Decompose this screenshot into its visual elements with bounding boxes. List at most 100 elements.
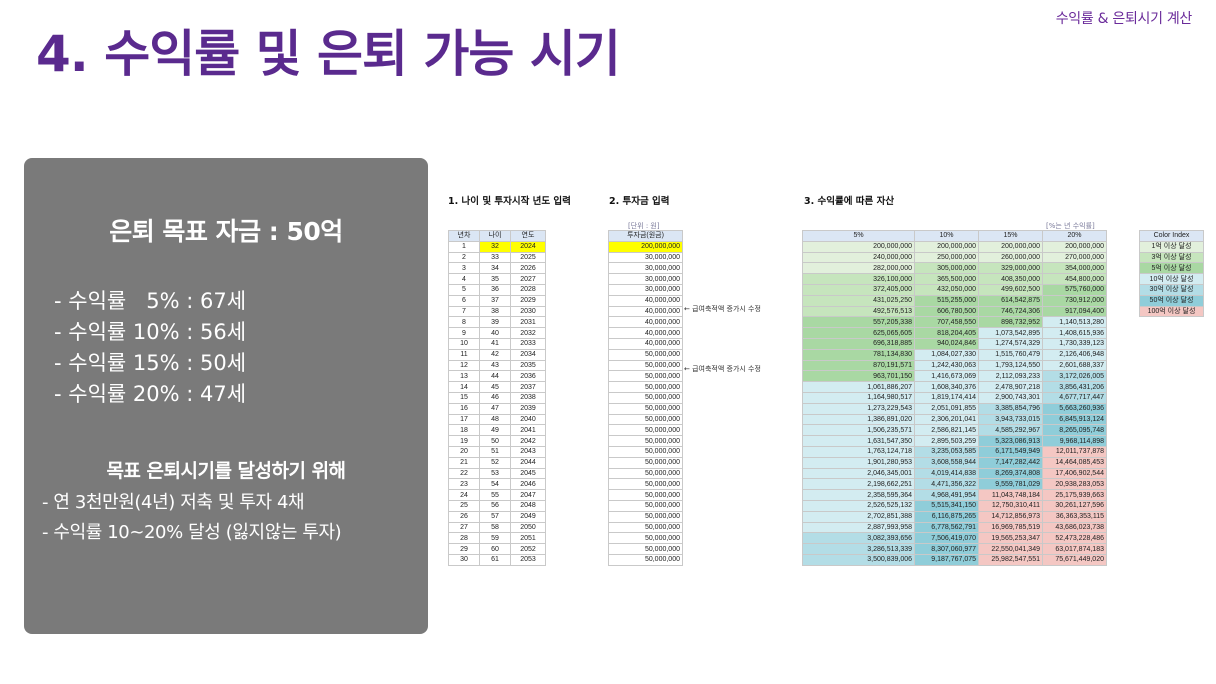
column-header: 15% xyxy=(978,230,1043,242)
table-cell: 39 xyxy=(479,316,511,329)
table-cell: 55 xyxy=(479,489,511,501)
table-cell: 1,084,027,330 xyxy=(914,348,979,361)
table-row: 282,000,000 305,000,000 329,000,000 354,000… xyxy=(802,262,1107,275)
table-row: 200,000,000 200,000,000 200,000,000 200,000… xyxy=(802,240,1107,253)
table-cell: 22 xyxy=(448,467,480,480)
table-row: 28 59 2051 xyxy=(448,532,546,545)
table-cell: 707,458,550 xyxy=(914,316,979,329)
table-row: 30,000,000 xyxy=(608,273,683,285)
legend-row: 50억 이상 달성 xyxy=(1139,294,1204,307)
table-cell: 2,198,662,251 xyxy=(802,478,915,491)
table-cell: 40,000,000 xyxy=(608,305,683,318)
table-cell: 2,900,743,301 xyxy=(978,391,1043,404)
table-cell: 2,112,093,233 xyxy=(978,370,1043,383)
table-row: 13 44 2036 xyxy=(448,370,546,383)
table-row: 15 46 2038 xyxy=(448,391,546,404)
table-cell: 38 xyxy=(479,305,511,318)
table-cell: 2046 xyxy=(510,478,546,491)
table-cell: 3,286,513,339 xyxy=(802,543,915,555)
table-cell: 75,671,449,020 xyxy=(1042,553,1107,566)
table-cell: 8,307,060,977 xyxy=(914,543,979,555)
table-cell: 2,478,907,218 xyxy=(978,381,1043,393)
table-cell: 454,800,000 xyxy=(1042,273,1107,285)
table-cell: 54 xyxy=(479,478,511,491)
column-header: 년차 xyxy=(448,230,480,242)
legend-item: 10억 이상 달성 xyxy=(1139,273,1204,285)
achieve-title: 목표 은퇴시기를 달성하기 위해 xyxy=(106,460,346,482)
table-cell: 2027 xyxy=(510,273,546,285)
table-row: 24 55 2047 xyxy=(448,489,546,501)
table-cell: 50,000,000 xyxy=(608,424,683,437)
table-cell: 614,542,875 xyxy=(978,294,1043,307)
legend-item: 3억 이상 달성 xyxy=(1139,251,1204,264)
table-row: 29 60 2052 xyxy=(448,543,546,555)
table-row: 40,000,000 xyxy=(608,294,683,307)
rate-item: - 수익률 5% : 67세 xyxy=(54,289,247,313)
table-row: 50,000,000 xyxy=(608,521,683,534)
table-cell: 2042 xyxy=(510,435,546,447)
table-row: 10 41 2033 xyxy=(448,337,546,350)
table-row: 50,000,000 xyxy=(608,532,683,545)
header-tag: 수익률 & 은퇴시기 계산 xyxy=(1055,11,1193,27)
page-title: 4. 수익률 및 은퇴 가능 시기 xyxy=(36,25,621,83)
investment-table: 투자금(원금) 200,000,000 30,000,000 30,000,000 3… xyxy=(608,230,683,566)
table-cell: 7,506,419,070 xyxy=(914,532,979,545)
asset-table: 5% 10% 15% 20% 200,000,000 200,000,000 200… xyxy=(802,230,1107,566)
table-cell: 44 xyxy=(479,370,511,383)
table-row: 2,198,662,251 4,471,356,322 9,559,781,029 2… xyxy=(802,478,1107,491)
column-header: 20% xyxy=(1042,230,1107,242)
table-cell: 35 xyxy=(479,273,511,285)
table-cell: 43,686,023,738 xyxy=(1042,521,1107,534)
table-cell: 2024 xyxy=(510,240,546,253)
table-cell: 50,000,000 xyxy=(608,348,683,361)
table-cell: 52,473,228,486 xyxy=(1042,532,1107,545)
table-cell: 49 xyxy=(479,424,511,437)
legend-item: 1억 이상 달성 xyxy=(1139,240,1204,253)
table-row: 6 37 2029 xyxy=(448,294,546,307)
table-cell: 2,526,525,132 xyxy=(802,499,915,512)
table-cell: 50,000,000 xyxy=(608,413,683,426)
table-cell: 2037 xyxy=(510,381,546,393)
table-row: 40,000,000 xyxy=(608,316,683,329)
table-row: 40,000,000 xyxy=(608,327,683,339)
table-cell: 14,712,856,973 xyxy=(978,510,1043,523)
table-cell: 27 xyxy=(448,521,480,534)
table-cell: 4,585,292,967 xyxy=(978,424,1043,437)
table-cell: 9,968,114,898 xyxy=(1042,435,1107,447)
table-row: 12 43 2035 xyxy=(448,359,546,372)
table-row: 5 36 2028 xyxy=(448,283,546,296)
table-cell: 1,608,340,376 xyxy=(914,381,979,393)
table-cell: 2,895,503,259 xyxy=(914,435,979,447)
table-row: 50,000,000 xyxy=(608,381,683,393)
achieve-item: - 수익률 10~20% 달성 (잃지않는 투자) xyxy=(42,522,342,543)
table-cell: 2,702,851,388 xyxy=(802,510,915,523)
table-cell: 7,147,282,442 xyxy=(978,456,1043,469)
table-row: 50,000,000 xyxy=(608,489,683,501)
table-row: 23 54 2046 xyxy=(448,478,546,491)
table-cell: 50,000,000 xyxy=(608,435,683,447)
table-row: 3 34 2026 xyxy=(448,262,546,275)
table-row: 16 47 2039 xyxy=(448,402,546,415)
table-cell: 11 xyxy=(448,348,480,361)
table-cell: 1,140,513,280 xyxy=(1042,316,1107,329)
table-cell: 326,100,000 xyxy=(802,273,915,285)
table-cell: 2026 xyxy=(510,262,546,275)
section2-title: 2. 투자금 입력 xyxy=(609,196,670,207)
table-cell: 43 xyxy=(479,359,511,372)
table-cell: 4 xyxy=(448,273,480,285)
table-cell: 2047 xyxy=(510,489,546,501)
table-cell: 6,778,562,791 xyxy=(914,521,979,534)
column-header: 투자금(원금) xyxy=(608,230,683,242)
table-row: 1,763,124,718 3,235,053,585 6,171,549,949 1… xyxy=(802,445,1107,458)
table-row: 50,000,000 xyxy=(608,348,683,361)
table-cell: 30,000,000 xyxy=(608,283,683,296)
table-row: 326,100,000 365,500,000 408,350,000 454,800… xyxy=(802,273,1107,285)
table-cell: 515,255,000 xyxy=(914,294,979,307)
table-cell: 3 xyxy=(448,262,480,275)
table-cell: 3,856,431,206 xyxy=(1042,381,1107,393)
table-row: 557,205,338 707,458,550 898,732,952 1,140,5… xyxy=(802,316,1107,329)
table-cell: 25,175,939,663 xyxy=(1042,489,1107,501)
table-cell: 1,242,430,063 xyxy=(914,359,979,372)
table-cell: 1,386,891,020 xyxy=(802,413,915,426)
table-cell: 818,204,405 xyxy=(914,327,979,339)
